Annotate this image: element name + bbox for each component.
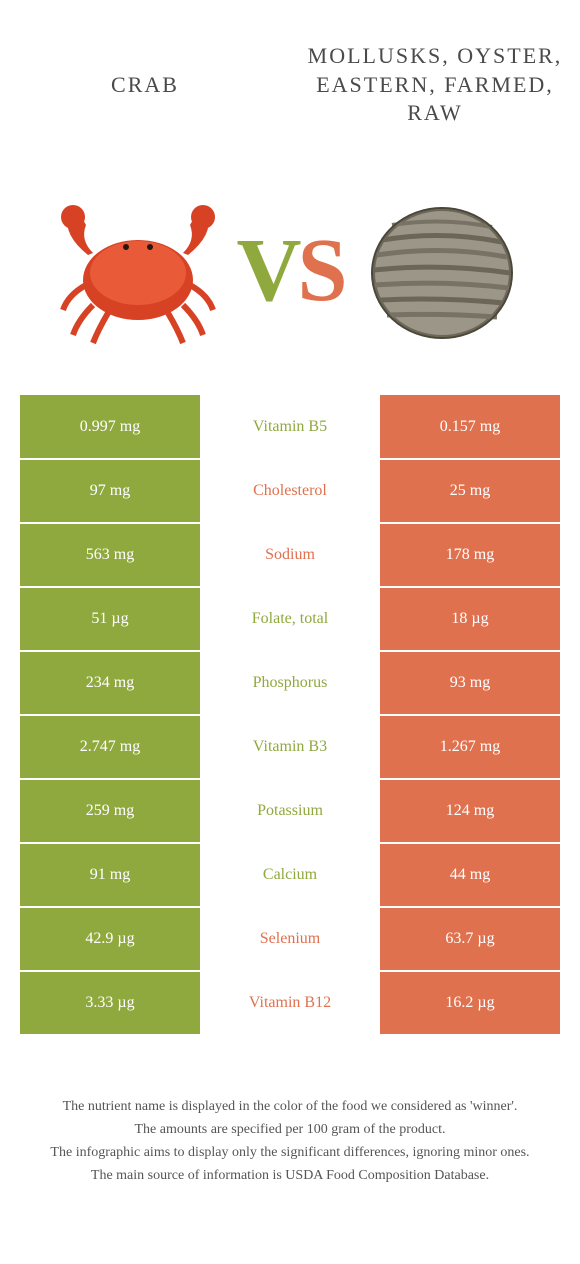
left-value-cell: 42.9 µg bbox=[20, 907, 200, 971]
nutrient-name-cell: Sodium bbox=[200, 523, 380, 587]
right-value-cell: 178 mg bbox=[380, 523, 560, 587]
footer-line-1: The nutrient name is displayed in the co… bbox=[20, 1096, 560, 1117]
table-row: 234 mgPhosphorus93 mg bbox=[20, 651, 560, 715]
left-value-cell: 2.747 mg bbox=[20, 715, 200, 779]
vs-s-letter: S bbox=[297, 219, 343, 322]
left-value-cell: 97 mg bbox=[20, 459, 200, 523]
left-value-cell: 259 mg bbox=[20, 779, 200, 843]
nutrient-name-cell: Vitamin B3 bbox=[200, 715, 380, 779]
nutrient-name-cell: Potassium bbox=[200, 779, 380, 843]
header-row: CRAB MOLLUSKS, OYSTER, EASTERN, FARMED, … bbox=[0, 0, 580, 170]
table-row: 2.747 mgVitamin B31.267 mg bbox=[20, 715, 560, 779]
images-row: VS bbox=[0, 170, 580, 370]
right-value-cell: 18 µg bbox=[380, 587, 560, 651]
left-value-cell: 0.997 mg bbox=[20, 395, 200, 459]
nutrient-name-cell: Folate, total bbox=[200, 587, 380, 651]
right-value-cell: 44 mg bbox=[380, 843, 560, 907]
footer-line-3: The infographic aims to display only the… bbox=[20, 1142, 560, 1163]
nutrient-name-cell: Phosphorus bbox=[200, 651, 380, 715]
left-value-cell: 563 mg bbox=[20, 523, 200, 587]
table-row: 42.9 µgSelenium63.7 µg bbox=[20, 907, 560, 971]
table-row: 563 mgSodium178 mg bbox=[20, 523, 560, 587]
vs-label: VS bbox=[236, 219, 343, 322]
nutrient-name-cell: Vitamin B12 bbox=[200, 971, 380, 1035]
right-value-cell: 124 mg bbox=[380, 779, 560, 843]
left-value-cell: 234 mg bbox=[20, 651, 200, 715]
nutrient-table: 0.997 mgVitamin B50.157 mg97 mgCholester… bbox=[20, 395, 560, 1036]
nutrient-name-cell: Selenium bbox=[200, 907, 380, 971]
left-value-cell: 91 mg bbox=[20, 843, 200, 907]
right-food-title: MOLLUSKS, OYSTER, EASTERN, FARMED, RAW bbox=[290, 42, 580, 128]
table-row: 97 mgCholesterol25 mg bbox=[20, 459, 560, 523]
right-value-cell: 93 mg bbox=[380, 651, 560, 715]
nutrient-name-cell: Calcium bbox=[200, 843, 380, 907]
oyster-image bbox=[352, 185, 532, 355]
table-row: 91 mgCalcium44 mg bbox=[20, 843, 560, 907]
right-value-cell: 1.267 mg bbox=[380, 715, 560, 779]
right-value-cell: 25 mg bbox=[380, 459, 560, 523]
left-food-title: CRAB bbox=[0, 71, 290, 100]
footer-line-4: The main source of information is USDA F… bbox=[20, 1165, 560, 1186]
left-value-cell: 3.33 µg bbox=[20, 971, 200, 1035]
table-row: 51 µgFolate, total18 µg bbox=[20, 587, 560, 651]
left-value-cell: 51 µg bbox=[20, 587, 200, 651]
nutrient-name-cell: Cholesterol bbox=[200, 459, 380, 523]
nutrient-name-cell: Vitamin B5 bbox=[200, 395, 380, 459]
table-row: 3.33 µgVitamin B1216.2 µg bbox=[20, 971, 560, 1035]
right-value-cell: 0.157 mg bbox=[380, 395, 560, 459]
footer-line-2: The amounts are specified per 100 gram o… bbox=[20, 1119, 560, 1140]
table-row: 0.997 mgVitamin B50.157 mg bbox=[20, 395, 560, 459]
right-value-cell: 16.2 µg bbox=[380, 971, 560, 1035]
crab-image bbox=[48, 185, 228, 355]
right-value-cell: 63.7 µg bbox=[380, 907, 560, 971]
table-row: 259 mgPotassium124 mg bbox=[20, 779, 560, 843]
footer-notes: The nutrient name is displayed in the co… bbox=[0, 1096, 580, 1186]
vs-v-letter: V bbox=[236, 219, 297, 322]
